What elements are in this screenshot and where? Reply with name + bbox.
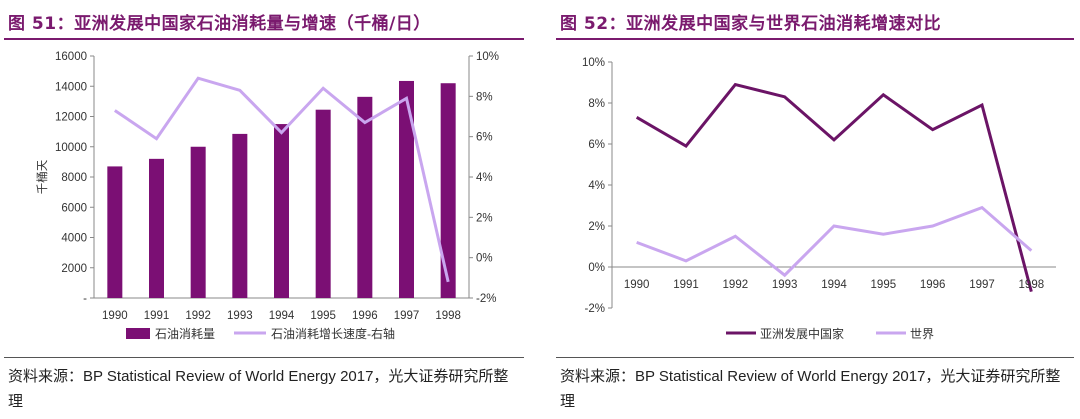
y-tick-label: -2% — [585, 303, 605, 315]
bar-1990 — [107, 166, 123, 298]
figure-title: 图 51：亚洲发展中国家石油消耗量与增速（千桶/日） — [8, 14, 431, 34]
combo-chart-oil-consumption: - 2000 4000 6000 8000 10000 12000 14000 16000 -2%… — [35, 51, 499, 341]
y-tick-label: 10000 — [55, 142, 87, 154]
x-tick-label: 1993 — [227, 310, 253, 322]
y-axis-title: 千桶天 — [35, 159, 49, 194]
y-tick-label: 4000 — [61, 233, 87, 245]
legend-label-bar: 石油消耗量 — [155, 327, 215, 341]
bar-1998 — [440, 83, 456, 298]
bar-1994 — [274, 124, 289, 298]
x-tick-label: 1990 — [624, 279, 650, 291]
y2-tick-label: 8% — [476, 91, 493, 103]
source-divider — [4, 357, 524, 358]
bar-1992 — [190, 146, 206, 298]
legend-label-world: 世界 — [910, 327, 934, 341]
x-tick-label: 1992 — [723, 279, 749, 291]
y-tick-label: 12000 — [55, 112, 87, 124]
source-label: 资料来源： — [560, 367, 636, 385]
chart-panel-oil-consumption: 图 51：亚洲发展中国家石油消耗量与增速（千桶/日） - 2000 4000 6000… — [0, 0, 530, 419]
line-chart-growth-comparison: -2% 0% 2% 4% 6% 8% 10% 1990 1991 1992 1993 1994 1995… — [582, 57, 1056, 341]
chart-area: -2% 0% 2% 4% 6% 8% 10% 1990 1991 1992 1993 1994 1995… — [556, 41, 1074, 352]
x-tick-label: 1994 — [269, 310, 295, 322]
series-line-0 — [635, 82, 1033, 292]
y-tick-label: 0% — [588, 262, 605, 274]
source-label: 资料来源： — [8, 367, 84, 385]
x-tick-label: 1994 — [821, 279, 847, 291]
y-tick-label: 2000 — [61, 263, 87, 275]
x-tick-label: 1992 — [185, 310, 211, 322]
chart-panel-growth-comparison: 图 52：亚洲发展中国家与世界石油消耗增速对比 -2% 0% 2% 4% 6% 8% 10%… — [552, 0, 1080, 419]
y-tick-label: 6% — [588, 139, 605, 151]
y-tick-label: 8000 — [61, 172, 87, 184]
title-divider — [556, 38, 1074, 40]
y-tick-label: 4% — [588, 180, 605, 192]
y2-tick-label: 2% — [476, 212, 493, 224]
x-tick-label: 1991 — [673, 279, 699, 291]
x-tick-label: 1997 — [969, 279, 995, 291]
bar-1995 — [315, 109, 331, 298]
series-line-1 — [636, 205, 1033, 278]
figure-title: 图 52：亚洲发展中国家与世界石油消耗增速对比 — [560, 14, 942, 34]
title-divider — [4, 38, 524, 40]
y-tick-label: - — [83, 293, 87, 305]
bar-1996 — [357, 96, 373, 299]
y2-tick-label: 10% — [476, 51, 499, 63]
x-tick-label: 1995 — [310, 310, 336, 322]
legend-label-asia: 亚洲发展中国家 — [760, 326, 844, 341]
x-tick-label: 1998 — [435, 310, 461, 322]
x-tick-label: 1995 — [871, 279, 897, 291]
y2-tick-label: 4% — [476, 172, 493, 184]
source-divider — [556, 357, 1074, 358]
y2-tick-label: 0% — [476, 253, 493, 265]
chart-area: - 2000 4000 6000 8000 10000 12000 14000 16000 -2%… — [4, 41, 524, 352]
y-tick-label: 14000 — [55, 81, 87, 93]
x-tick-label: 1996 — [352, 310, 378, 322]
source-text: BP Statistical Review of World Energy 20… — [8, 368, 509, 410]
source-text: BP Statistical Review of World Energy 20… — [560, 368, 1061, 410]
legend-swatch-bar — [126, 328, 150, 339]
x-tick-label: 1997 — [394, 310, 420, 322]
x-tick-label: 1996 — [920, 279, 946, 291]
legend-label-line: 石油消耗增长速度-右轴 — [271, 326, 395, 341]
y-tick-label: 2% — [588, 221, 605, 233]
y-tick-label: 8% — [588, 98, 605, 110]
bar-1993 — [232, 133, 248, 298]
bar-1991 — [149, 158, 164, 298]
source-note: 资料来源：BP Statistical Review of World Ener… — [8, 364, 520, 414]
x-tick-label: 1990 — [102, 310, 128, 322]
y-tick-label: 6000 — [61, 202, 87, 214]
x-tick-label: 1993 — [772, 279, 798, 291]
y2-tick-label: -2% — [476, 293, 496, 305]
bar-1997 — [399, 80, 414, 298]
source-note: 资料来源：BP Statistical Review of World Ener… — [560, 364, 1072, 414]
y2-tick-label: 6% — [476, 132, 493, 144]
y-tick-label: 10% — [582, 57, 605, 69]
y-tick-label: 16000 — [55, 51, 87, 63]
x-tick-label: 1998 — [1019, 279, 1045, 291]
x-tick-label: 1991 — [144, 310, 170, 322]
